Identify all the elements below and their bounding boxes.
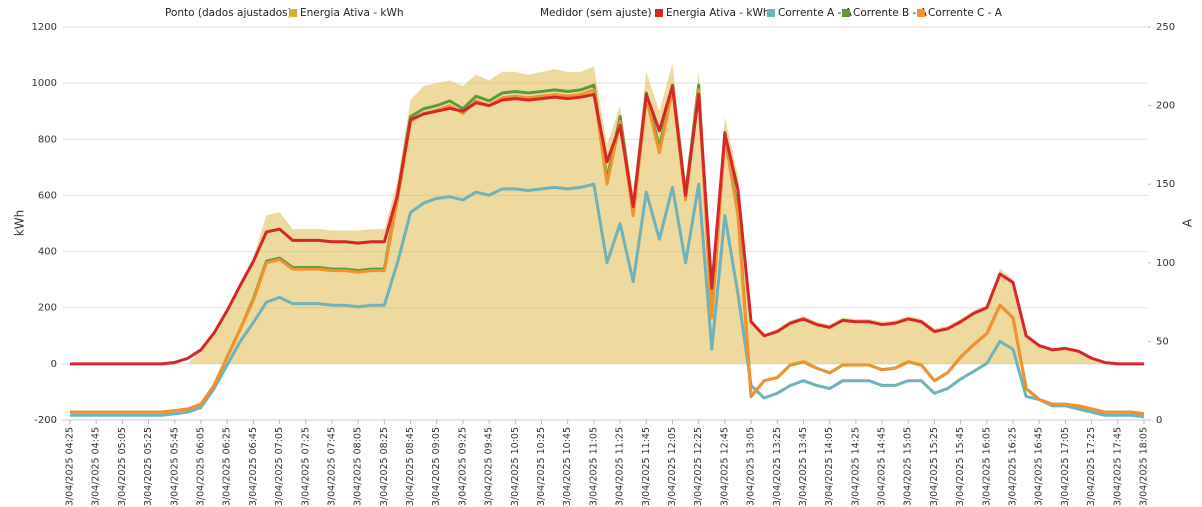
x-tick-label: 03/04/2025 04:45: [91, 427, 102, 507]
x-tick-label: 03/04/2025 12:05: [667, 427, 678, 507]
legend-label: Corrente A - A: [778, 7, 853, 19]
x-tick-label: 03/04/2025 13:45: [798, 427, 809, 507]
x-tick-label: 03/04/2025 04:25: [65, 427, 76, 507]
x-tick-label: 03/04/2025 05:45: [169, 427, 180, 507]
y-tick-label: 1000: [32, 78, 57, 89]
x-tick-label: 03/04/2025 11:25: [615, 427, 626, 507]
legend-label: Corrente B - A: [853, 7, 928, 19]
legend-swatch: [655, 9, 663, 17]
legend-group-title: Medidor (sem ajuste): [540, 7, 652, 19]
x-tick-label: 03/04/2025 15:05: [903, 427, 914, 507]
x-tick-label: 03/04/2025 14:45: [877, 427, 888, 507]
x-tick-label: 03/04/2025 05:05: [117, 427, 128, 507]
x-tick-label: 03/04/2025 15:45: [955, 427, 966, 507]
x-tick-label: 03/04/2025 17:45: [1112, 427, 1123, 507]
y2-tick-label: 150: [1156, 179, 1175, 190]
legend-label: Energia Ativa - kWh: [666, 7, 770, 19]
y-tick-label: -200: [34, 415, 57, 426]
line: [70, 84, 1144, 366]
y2-tick-label: 250: [1156, 22, 1175, 33]
y-tick-label: 800: [38, 134, 57, 145]
legend-swatch: [842, 9, 850, 17]
y-tick-label: 200: [38, 303, 57, 314]
y-axis-label: kWh: [13, 210, 27, 236]
x-tick-label: 03/04/2025 11:05: [588, 427, 599, 507]
legend-group-title: Ponto (dados ajustados): [165, 7, 292, 19]
legend-label: Energia Ativa - kWh: [300, 7, 404, 19]
x-tick-label: 03/04/2025 07:05: [274, 427, 285, 507]
x-tick-label: 03/04/2025 08:25: [379, 427, 390, 507]
line: [70, 182, 1145, 419]
x-tick-label: 03/04/2025 08:05: [353, 427, 364, 507]
x-tick-label: 03/04/2025 11:45: [641, 427, 652, 507]
x-tick-label: 03/04/2025 09:45: [484, 427, 495, 507]
y-tick-label: 600: [38, 190, 57, 201]
x-tick-label: 03/04/2025 13:25: [772, 427, 783, 507]
x-tick-label: 03/04/2025 07:25: [300, 427, 311, 507]
line: [70, 88, 1145, 416]
legend-swatch: [767, 9, 775, 17]
x-tick-label: 03/04/2025 16:25: [1008, 427, 1019, 507]
x-tick-label: 03/04/2025 10:05: [510, 427, 521, 507]
x-tick-label: 03/04/2025 16:05: [981, 427, 992, 507]
y2-tick-label: 50: [1156, 336, 1169, 347]
x-tick-label: 03/04/2025 16:45: [1034, 427, 1045, 507]
x-tick-label: 03/04/2025 06:25: [222, 427, 233, 507]
legend-label: Corrente C - A: [928, 7, 1003, 19]
y-tick-label: 1200: [32, 22, 57, 33]
y2-tick-label: 0: [1156, 415, 1162, 426]
x-tick-label: 03/04/2025 09:25: [457, 427, 468, 507]
x-tick-label: 03/04/2025 06:45: [248, 427, 259, 507]
x-tick-label: 03/04/2025 06:05: [195, 427, 206, 507]
x-tick-label: 03/04/2025 12:25: [693, 427, 704, 507]
x-tick-label: 03/04/2025 09:05: [431, 427, 442, 507]
x-tick-label: 03/04/2025 14:25: [850, 427, 861, 507]
x-tick-label: 03/04/2025 14:05: [824, 427, 835, 507]
x-tick-label: 03/04/2025 10:45: [562, 427, 573, 507]
legend-swatch: [289, 9, 297, 17]
x-tick-label: 03/04/2025 18:05: [1139, 427, 1150, 507]
y-tick-label: 0: [51, 359, 57, 370]
x-tick-label: 03/04/2025 07:45: [326, 427, 337, 507]
y-tick-label: 400: [38, 247, 57, 258]
x-tick-label: 03/04/2025 15:25: [929, 427, 940, 507]
x-tick-label: 03/04/2025 05:25: [143, 427, 154, 507]
area: [70, 63, 1144, 364]
x-tick-label: 03/04/2025 12:45: [719, 427, 730, 507]
x-tick-label: 03/04/2025 17:25: [1086, 427, 1097, 507]
legend-swatch: [917, 9, 925, 17]
y2-tick-label: 200: [1156, 101, 1175, 112]
x-tick-label: 03/04/2025 17:05: [1060, 427, 1071, 507]
y2-axis-label: A: [1181, 218, 1195, 227]
y2-tick-label: 100: [1156, 258, 1175, 269]
x-tick-label: 03/04/2025 08:45: [405, 427, 416, 507]
x-tick-label: 03/04/2025 10:25: [536, 427, 547, 507]
x-tick-label: 03/04/2025 13:05: [746, 427, 757, 507]
